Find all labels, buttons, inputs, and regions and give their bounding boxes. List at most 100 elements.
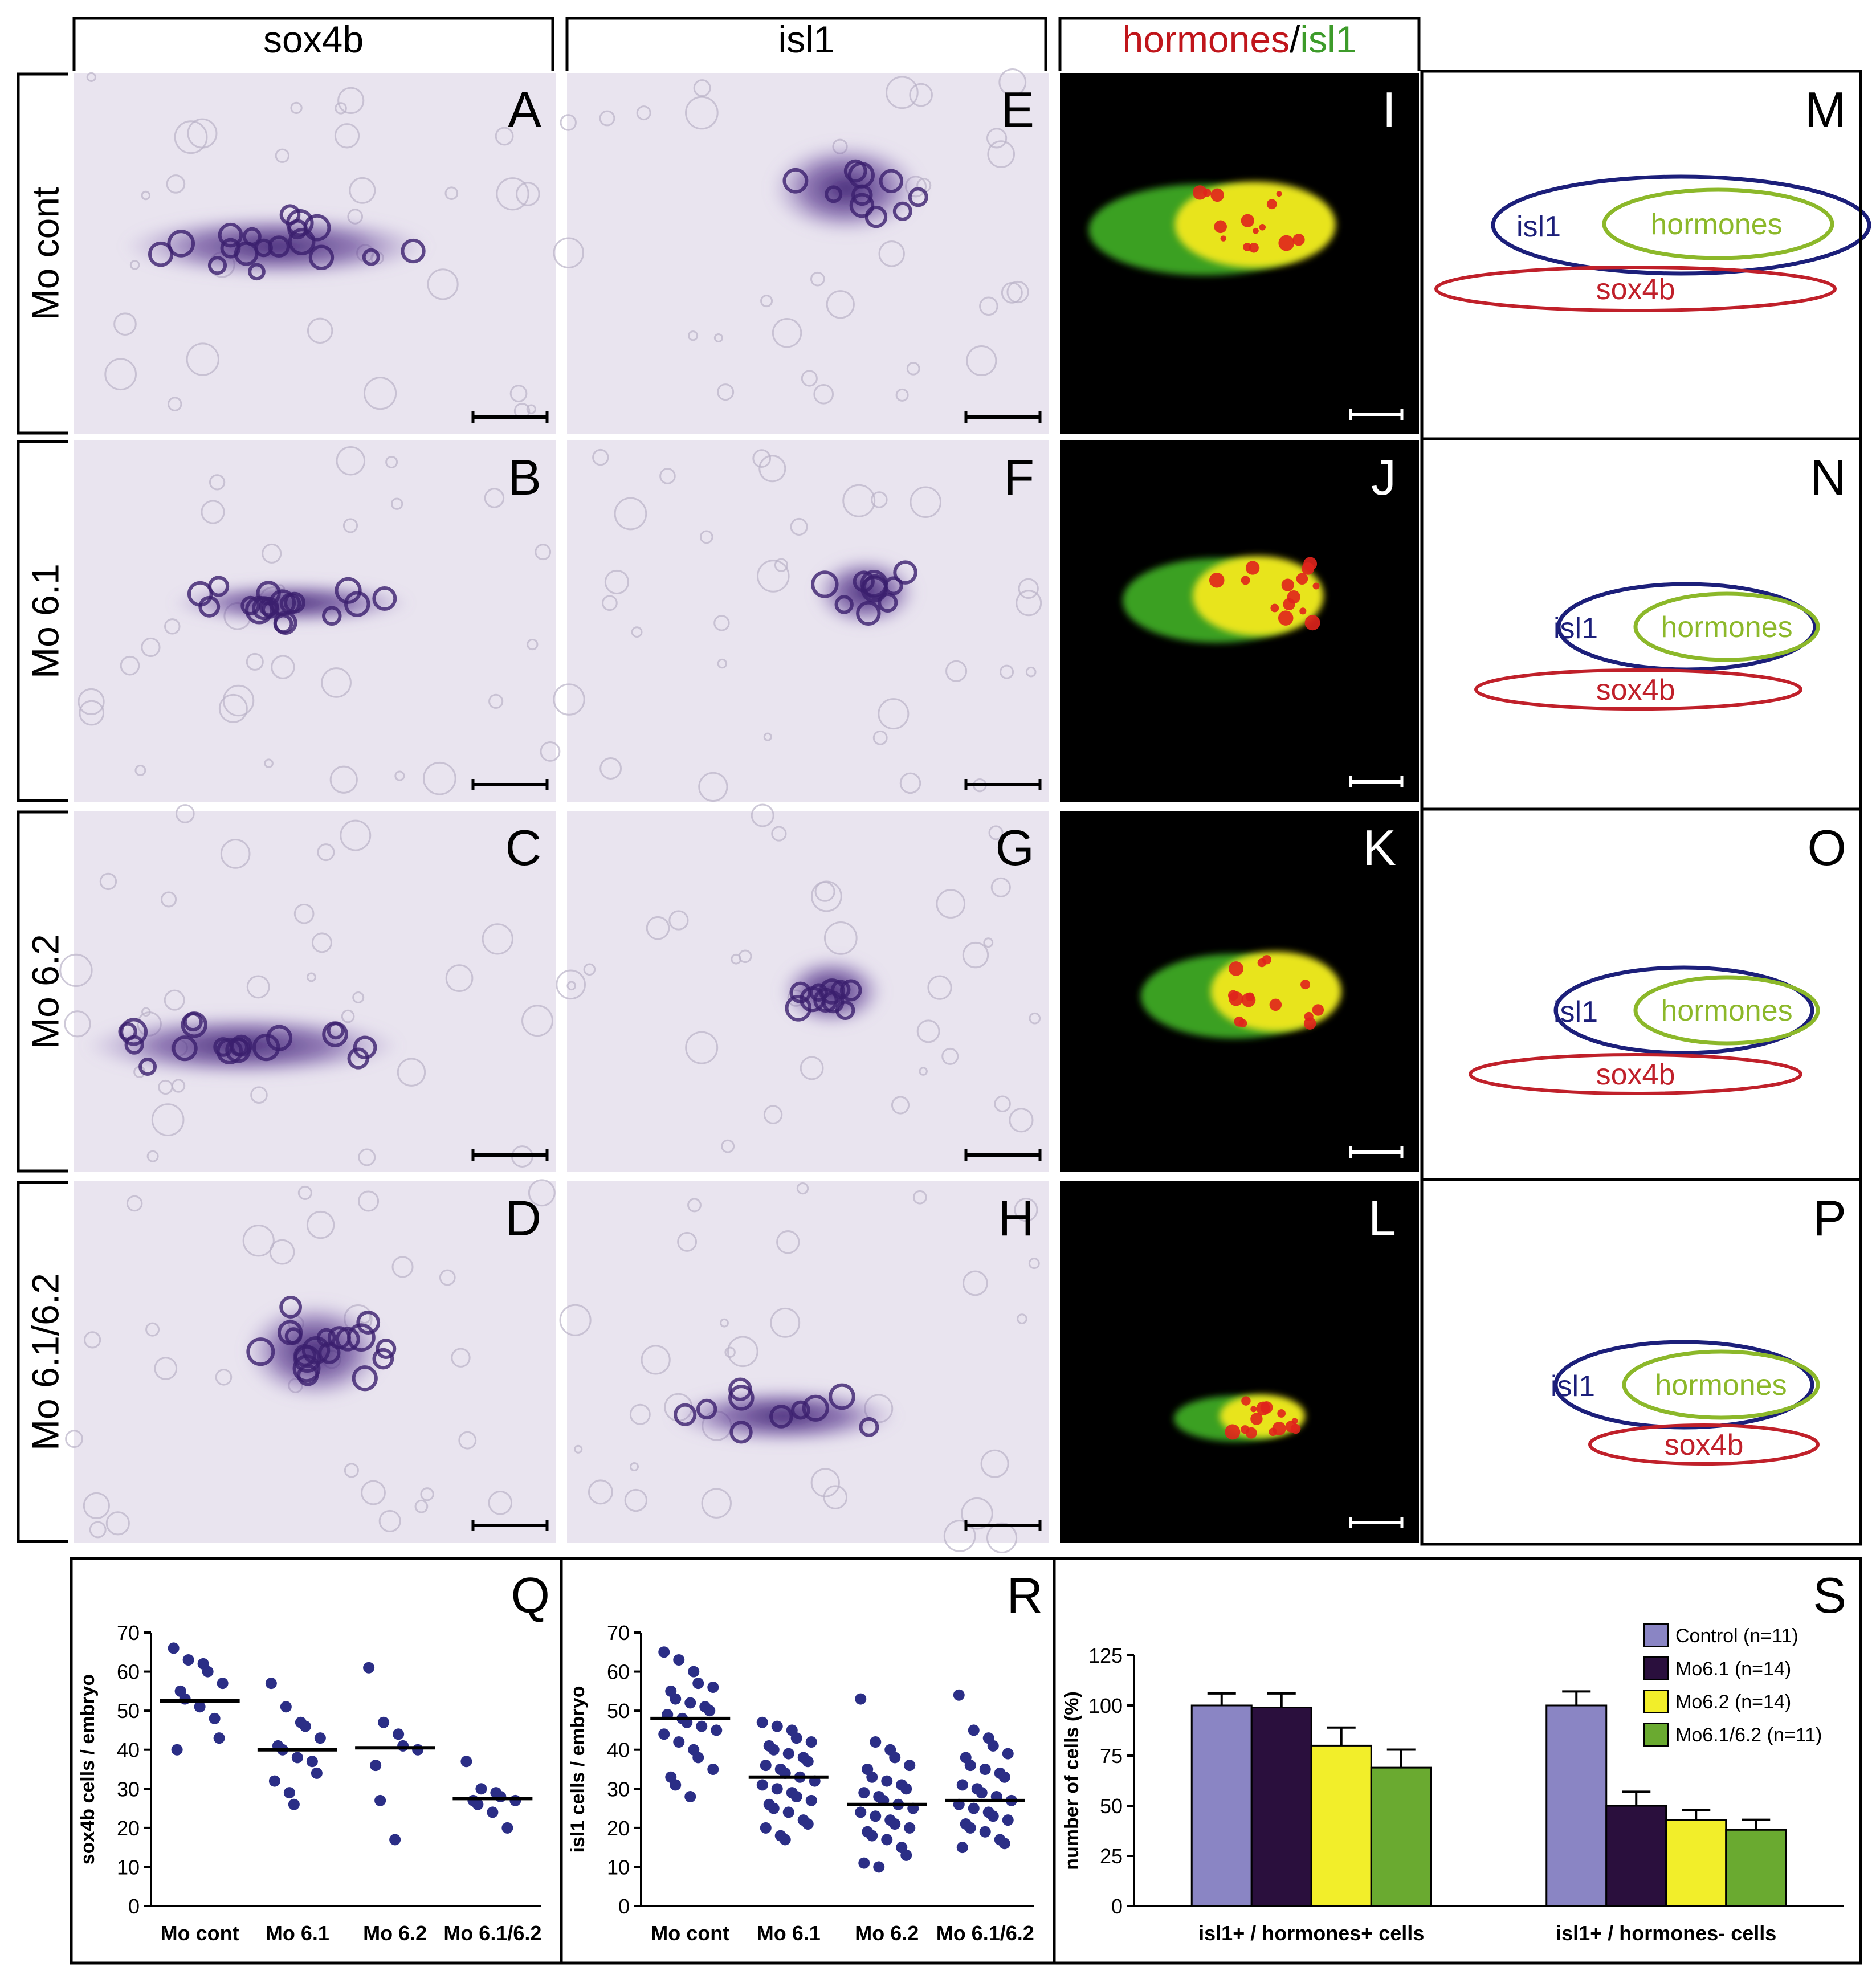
panel-letter: L [1368, 1190, 1396, 1246]
panel-letter: A [508, 81, 541, 138]
cell-debris [720, 1318, 729, 1328]
stained-cell [248, 263, 266, 281]
stained-cell [344, 591, 370, 617]
red-signal [1281, 578, 1294, 591]
data-point [1002, 1814, 1014, 1826]
stained-cell [347, 1047, 369, 1070]
row-labels: Mo cont Mo 6.1 Mo 6.2 Mo 6.1/6.2 [17, 72, 68, 1543]
data-point [460, 1756, 472, 1768]
x-tick-label: isl1+ / hormones+ cells [1198, 1921, 1424, 1945]
cell-debris [990, 877, 1011, 897]
data-point [889, 1752, 901, 1764]
cell-debris [385, 455, 398, 468]
stained-cell [322, 1021, 348, 1047]
cell-debris [164, 618, 181, 635]
panel-i: I [1060, 73, 1419, 434]
data-point [866, 1830, 878, 1842]
stained-cell [376, 1339, 397, 1360]
data-point [964, 1822, 976, 1834]
red-signal [1270, 603, 1279, 613]
red-signal [1302, 562, 1315, 575]
bar [1605, 1805, 1667, 1907]
y-tick-label: 10 [607, 1855, 630, 1879]
bar [1370, 1766, 1432, 1907]
column-header-isl1: isl1 [565, 17, 1047, 71]
hormones-oval [1633, 975, 1820, 1046]
data-point [397, 1740, 409, 1752]
cell-debris [439, 1269, 456, 1286]
header-isl1-green-label: isl1 [1300, 18, 1356, 60]
cell-debris [983, 937, 994, 948]
cell-debris [717, 383, 735, 401]
data-point [268, 1775, 280, 1787]
cell-debris [99, 872, 117, 891]
cell-debris [86, 72, 96, 82]
data-point [1002, 1748, 1014, 1760]
cell-debris [986, 128, 1008, 149]
stained-cell [262, 601, 280, 619]
cell-debris [636, 105, 651, 121]
data-point [760, 1822, 772, 1834]
cell-debris [713, 333, 723, 343]
cell-debris [246, 975, 270, 999]
schematic-hormones-label: hormones [1650, 208, 1782, 241]
data-point [171, 1744, 183, 1756]
cell-debris [701, 1488, 732, 1519]
data-point [900, 1783, 912, 1795]
cell-debris [693, 79, 711, 97]
y-tick-label: 50 [1100, 1794, 1123, 1818]
panel-letter: K [1363, 819, 1396, 876]
cell-debris [427, 268, 459, 300]
cell-debris [329, 765, 358, 794]
data-point [956, 1779, 968, 1791]
cell-debris [668, 910, 689, 931]
cell-debris [752, 449, 772, 468]
bar [1250, 1707, 1312, 1907]
stained-cell [252, 1033, 280, 1062]
cell-debris [823, 1485, 848, 1509]
red-signal [1262, 955, 1272, 965]
panel-c: C [59, 804, 556, 1172]
legend-label: Mo6.1 (n=14) [1675, 1658, 1791, 1680]
cell-debris [175, 804, 195, 823]
data-point [475, 1783, 487, 1795]
cell-debris [945, 660, 968, 682]
data-point [858, 1787, 870, 1799]
cell-debris [878, 698, 910, 730]
data-point [363, 1662, 375, 1674]
stained-cell [372, 1348, 394, 1370]
cell-debris [731, 953, 741, 965]
data-point [311, 1767, 323, 1779]
cell-debris [758, 455, 786, 483]
data-point [501, 1822, 513, 1834]
column-header-sox4b: sox4b [72, 17, 554, 71]
legend-swatch [1643, 1623, 1669, 1647]
cell-debris [246, 652, 264, 671]
cell-debris [624, 1488, 647, 1512]
cell-debris [321, 667, 352, 698]
cell-debris [604, 569, 629, 595]
data-point [684, 1697, 696, 1709]
data-point [790, 1791, 802, 1802]
data-point [782, 1748, 794, 1760]
stained-cell [352, 1365, 378, 1392]
y-axis-label: isl1 cells / embryo [567, 1686, 589, 1853]
row-label: Mo 6.1 [24, 564, 66, 679]
cell-debris [963, 1270, 988, 1296]
cell-debris [599, 110, 615, 127]
stained-cell [301, 1336, 331, 1365]
cell-debris [699, 530, 713, 544]
bar [1545, 1704, 1608, 1907]
cell-debris [521, 1005, 553, 1037]
cell-debris [763, 1105, 783, 1124]
data-point [858, 1857, 870, 1869]
cell-debris [311, 932, 332, 953]
cell-debris [336, 446, 366, 476]
panel-d: D [65, 1179, 556, 1543]
legend-swatch [1643, 1690, 1669, 1713]
micrograph-background [567, 73, 1049, 434]
stained-cell [856, 601, 881, 626]
charts-area: Q 0 10 20 30 40 50 60 70 sox4b cells / embryo Mo c… [70, 1557, 1862, 1965]
stained-cell [148, 241, 174, 267]
data-point [904, 1760, 916, 1772]
